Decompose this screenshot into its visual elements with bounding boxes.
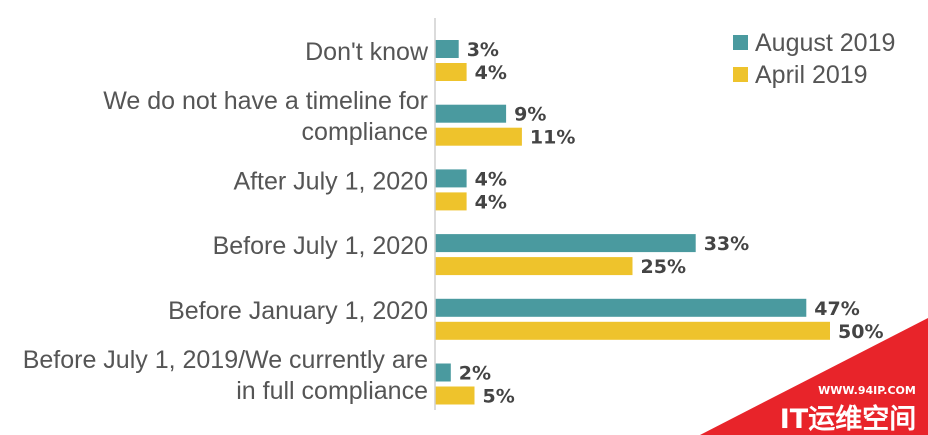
value-label: 4%	[475, 191, 507, 213]
category-label: Don't know	[305, 38, 429, 66]
legend-swatch	[733, 67, 748, 82]
bar-april-2019	[435, 63, 467, 81]
value-label: 25%	[641, 256, 686, 278]
category-label: After July 1, 2020	[233, 167, 428, 195]
bar-april-2019	[435, 257, 633, 276]
category-label: Before January 1, 2020	[168, 297, 428, 325]
value-label: 47%	[814, 298, 859, 320]
bar-april-2019	[435, 192, 467, 211]
category-label: Before July 1, 2019/We currently are in f…	[23, 346, 428, 405]
watermark-text: IT运维空间	[780, 403, 916, 435]
category-labels: Don't know We do not have a timeline for c…	[23, 38, 429, 405]
bar-april-2019	[435, 386, 475, 405]
value-label: 33%	[704, 233, 749, 255]
bar-august-2019	[435, 40, 459, 58]
category-label: Before July 1, 2020	[213, 232, 428, 260]
watermark-triangle	[700, 318, 928, 435]
bar-august-2019	[435, 104, 507, 123]
legend-swatch	[733, 35, 748, 50]
bar-august-2019	[435, 234, 696, 253]
value-label: 4%	[475, 168, 507, 190]
bar-august-2019	[435, 363, 451, 382]
bar-august-2019	[435, 298, 807, 317]
watermark-url: WWW.94IP.COM	[818, 384, 916, 397]
bar-april-2019	[435, 321, 830, 340]
value-label: 3%	[467, 39, 499, 61]
legend-label: April 2019	[755, 61, 868, 89]
value-label: 4%	[475, 62, 507, 84]
legend: August 2019 April 2019	[733, 29, 895, 89]
legend-label: August 2019	[755, 29, 895, 57]
category-label: We do not have a timeline for compliance	[103, 87, 428, 146]
value-labels: 3%4%9%11%4%4%33%25%47%50%2%5%	[459, 39, 884, 408]
watermark: WWW.94IP.COM IT运维空间	[700, 318, 928, 435]
value-label: 9%	[514, 104, 546, 126]
bars	[435, 40, 830, 405]
bar-august-2019	[435, 169, 467, 188]
value-label: 50%	[838, 321, 883, 343]
value-label: 2%	[459, 363, 491, 385]
value-label: 11%	[530, 127, 575, 149]
value-label: 5%	[483, 386, 515, 408]
bar-april-2019	[435, 127, 522, 146]
